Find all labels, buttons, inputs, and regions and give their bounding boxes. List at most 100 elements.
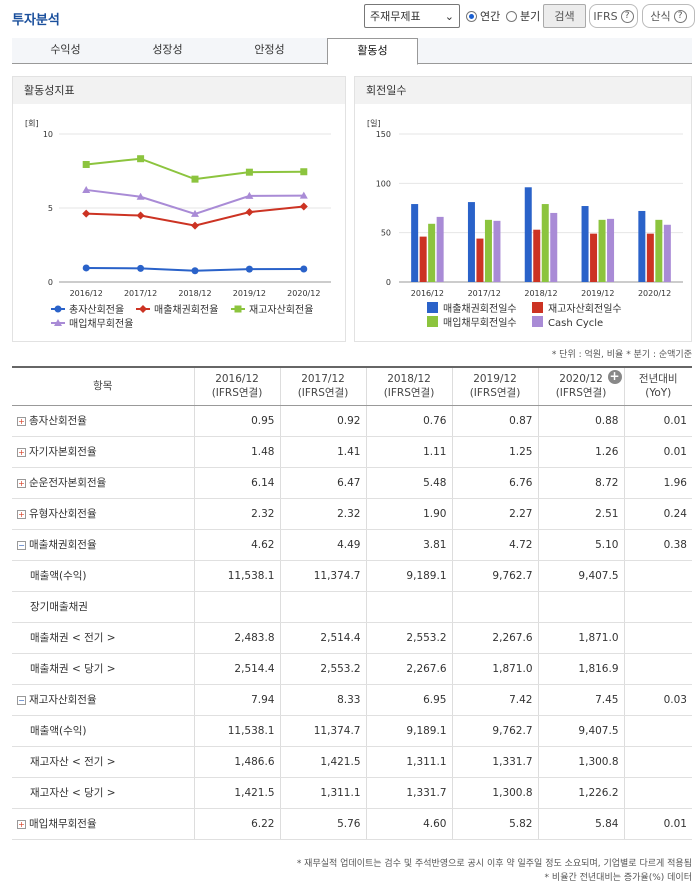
question-icon: ? bbox=[620, 9, 634, 23]
chevron-down-icon: ⌄ bbox=[444, 9, 454, 23]
annual-radio[interactable]: 연간 bbox=[466, 8, 500, 24]
table-cell: 6.76 bbox=[451, 467, 538, 499]
table-cell: 0.01 bbox=[623, 436, 692, 468]
activity-ratio-title: 활동성지표 bbox=[13, 77, 345, 104]
bar bbox=[533, 229, 541, 282]
table-cell: 9,407.5 bbox=[537, 560, 624, 592]
table-cell: 1.96 bbox=[623, 467, 692, 499]
activity-table: 항목 2016/12 (IFRS연결) 2017/12 (IFRS연결) 2018/12(… bbox=[12, 366, 692, 840]
turnover-days-title: 회전일수 bbox=[355, 77, 691, 104]
bar bbox=[428, 223, 436, 282]
row-label-text: 재고자산 < 전기 > bbox=[30, 756, 116, 768]
turnover-days-chart: [일] 0 50 100 150 2016/12 2017/12 2018/12 2019/12… bbox=[367, 119, 683, 329]
y-axis-unit: [회] bbox=[25, 119, 39, 128]
table-row: 매출액(수익) 11,538.1 11,374.7 9,189.1 9,762.7 9,4… bbox=[12, 560, 692, 592]
table-cell: 11,374.7 bbox=[279, 715, 366, 747]
quarter-radio[interactable]: 분기 bbox=[506, 8, 540, 24]
tab-profitability[interactable]: 수익성 bbox=[50, 43, 81, 56]
search-button[interactable]: 검색 bbox=[543, 4, 586, 28]
row-label: + 매입채무회전율 bbox=[12, 808, 194, 840]
table-cell: 6.14 bbox=[193, 467, 280, 499]
legend-marker bbox=[54, 305, 62, 313]
table-cell: 2,267.6 bbox=[451, 622, 538, 654]
table-cell: 4.62 bbox=[193, 529, 280, 561]
row-label-text: 매출채권 < 전기 > bbox=[30, 632, 116, 644]
bar bbox=[590, 233, 598, 282]
bar bbox=[663, 224, 671, 282]
tab-activity[interactable]: 활동성 bbox=[327, 38, 418, 65]
row-label-text: 자기자본회전율 bbox=[29, 446, 97, 458]
y-tick-label: 0 bbox=[48, 278, 53, 287]
report-type-value: 주재무제표 bbox=[370, 10, 421, 23]
formula-button-label: 산식 bbox=[650, 10, 671, 23]
legend-label: 매입채무회전일수 bbox=[443, 316, 517, 329]
table-cell: 1.11 bbox=[365, 436, 452, 468]
report-type-select[interactable]: 주재무제표 ⌄ bbox=[364, 4, 460, 28]
data-point bbox=[136, 211, 145, 220]
formula-button[interactable]: 산식 ? bbox=[642, 4, 695, 28]
data-point bbox=[137, 155, 145, 163]
question-icon: ? bbox=[673, 9, 687, 23]
expand-icon[interactable]: + bbox=[17, 478, 26, 488]
row-label: + 순운전자본회전율 bbox=[12, 467, 194, 499]
ifrs-button-label: IFRS bbox=[593, 9, 618, 23]
table-cell: 2.32 bbox=[193, 498, 280, 530]
x-tick-label: 2020/12 bbox=[287, 289, 320, 298]
radio-checked-icon bbox=[466, 10, 477, 22]
table-cell: 1,871.0 bbox=[537, 622, 624, 654]
data-point bbox=[299, 202, 308, 211]
x-tick-label: 2016/12 bbox=[411, 289, 444, 298]
legend-label: 재고자산회전일수 bbox=[548, 303, 622, 315]
expand-columns-icon[interactable]: + bbox=[607, 369, 622, 384]
tab-growth[interactable]: 성장성 bbox=[152, 43, 183, 56]
table-cell: 1.48 bbox=[193, 436, 280, 468]
header-text: 항목 bbox=[93, 380, 113, 393]
table-row: 매출액(수익) 11,538.1 11,374.7 9,189.1 9,762.7 9,4… bbox=[12, 715, 692, 747]
table-cell: 9,189.1 bbox=[365, 715, 452, 747]
header-text: (IFRS연결) bbox=[211, 387, 263, 400]
table-cell: 0.03 bbox=[623, 684, 692, 716]
data-point bbox=[299, 191, 308, 199]
data-point bbox=[245, 168, 253, 176]
legend-label: 재고자산회전율 bbox=[249, 304, 313, 316]
table-cell: 1,871.0 bbox=[451, 653, 538, 685]
x-tick-label: 2016/12 bbox=[70, 289, 103, 298]
activity-ratio-panel: 활동성지표 [회] 0 5 10 2016/12 2017/12 2018/12 2019/1… bbox=[12, 76, 346, 342]
expand-icon[interactable]: + bbox=[17, 447, 26, 457]
collapse-icon[interactable]: − bbox=[17, 540, 26, 550]
row-label: − 매출채권회전율 bbox=[12, 529, 194, 561]
table-row: 재고자산 < 전기 > 1,486.6 1,421.5 1,311.1 1,331.7 1… bbox=[12, 746, 692, 778]
table-cell bbox=[623, 591, 692, 623]
table-row: + 총자산회전율 0.95 0.92 0.76 0.87 0.88 0.01 bbox=[12, 405, 692, 437]
bar bbox=[493, 220, 501, 282]
collapse-icon[interactable]: − bbox=[17, 695, 26, 705]
ifrs-button[interactable]: IFRS ? bbox=[589, 4, 638, 28]
data-point bbox=[136, 192, 145, 200]
expand-icon[interactable]: + bbox=[17, 819, 26, 829]
expand-icon[interactable]: + bbox=[17, 509, 26, 519]
table-cell bbox=[279, 591, 366, 623]
table-row: + 자기자본회전율 1.48 1.41 1.11 1.25 1.26 0.01 bbox=[12, 436, 692, 468]
table-cell: 1,421.5 bbox=[279, 746, 366, 778]
table-cell: 0.01 bbox=[623, 405, 692, 437]
table-cell: 7.42 bbox=[451, 684, 538, 716]
turnover-days-panel: 회전일수 [일] 0 50 100 150 2016/12 2017/12 2018/12 20… bbox=[354, 76, 692, 342]
row-label-text: 총자산회전율 bbox=[29, 415, 87, 427]
table-cell bbox=[623, 746, 692, 778]
table-cell: 9,407.5 bbox=[537, 715, 624, 747]
bar bbox=[419, 236, 427, 282]
table-cell: 5.48 bbox=[365, 467, 452, 499]
expand-icon[interactable]: + bbox=[17, 416, 26, 426]
row-label: + 총자산회전율 bbox=[12, 405, 194, 437]
row-label: 장기매출채권 bbox=[12, 591, 194, 623]
row-label-text: 매출채권 < 당기 > bbox=[30, 663, 116, 675]
tab-stability[interactable]: 안정성 bbox=[254, 43, 285, 56]
tab-bar: 수익성 성장성 안정성 활동성 bbox=[12, 38, 692, 65]
table-cell: 1.25 bbox=[451, 436, 538, 468]
row-label-text: 매출채권회전율 bbox=[29, 539, 97, 551]
table-cell: 1,331.7 bbox=[451, 746, 538, 778]
row-label-text: 재고자산 < 당기 > bbox=[30, 787, 116, 799]
table-row: − 매출채권회전율 4.62 4.49 3.81 4.72 5.10 0.38 bbox=[12, 529, 692, 561]
table-cell: 2,483.8 bbox=[193, 622, 280, 654]
table-cell: 1,816.9 bbox=[537, 653, 624, 685]
